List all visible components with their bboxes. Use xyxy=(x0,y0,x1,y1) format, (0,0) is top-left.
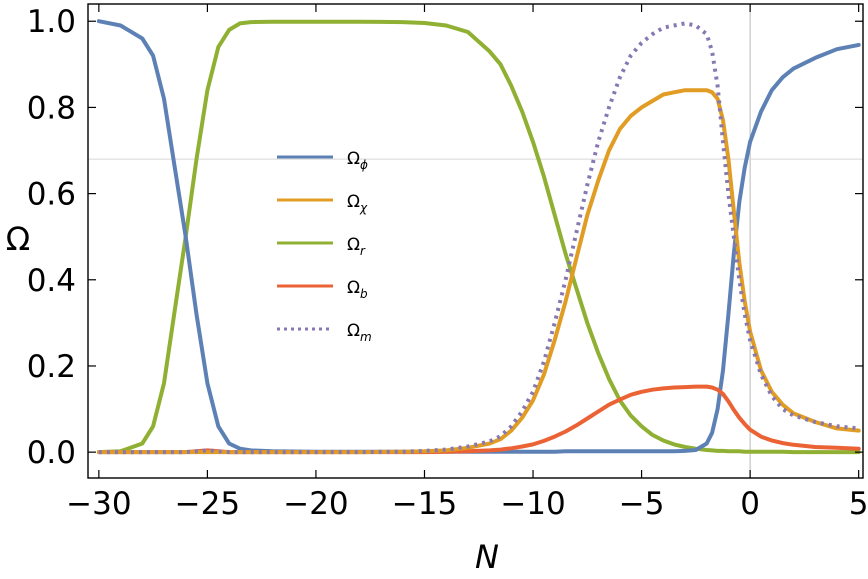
x-axis-title: N xyxy=(475,538,499,576)
legend-subscript: m xyxy=(360,330,372,344)
axis-tick-labels: −30 −25 −20 −15 −10 −5 0 5 0.0 0.2 0.4 0.6 0.8 1.0 xyxy=(27,4,868,522)
series-line-ϕ xyxy=(96,19,861,454)
y-tick-label: 0.6 xyxy=(27,177,76,213)
legend-subscript: ϕ xyxy=(360,158,368,172)
x-tick-label: −25 xyxy=(175,486,240,522)
series-line-b xyxy=(96,384,861,455)
legend: Ωϕ Ωχ Ωr Ωb Ωm xyxy=(277,149,372,344)
y-tick-label: 1.0 xyxy=(27,4,76,40)
reference-lines xyxy=(88,4,863,478)
legend-label-m: Ωm xyxy=(347,321,372,344)
series-line-r xyxy=(96,19,861,455)
series-layer xyxy=(96,19,861,455)
series-line-m xyxy=(98,21,859,455)
plot-frame xyxy=(87,3,864,479)
y-tick-label: 0.8 xyxy=(27,90,76,126)
legend-label-r: Ωr xyxy=(347,235,366,258)
y-tick-label: 0.0 xyxy=(27,435,76,471)
legend-subscript: χ xyxy=(359,201,368,215)
legend-subscript: r xyxy=(360,244,366,258)
y-axis-title: Ω xyxy=(6,220,30,258)
x-tick-label: −30 xyxy=(66,486,131,522)
legend-label-χ: Ωχ xyxy=(347,192,368,215)
x-tick-label: 0 xyxy=(740,486,760,522)
x-tick-label: −20 xyxy=(283,486,348,522)
x-tick-label: −15 xyxy=(392,486,457,522)
y-tick-label: 0.2 xyxy=(27,349,76,385)
legend-subscript: b xyxy=(360,287,368,301)
y-tick-label: 0.4 xyxy=(27,263,76,299)
legend-label-b: Ωb xyxy=(347,278,368,301)
x-tick-label: 5 xyxy=(849,486,868,522)
legend-label-ϕ: Ωϕ xyxy=(347,149,368,172)
axis-ticks xyxy=(88,4,863,478)
x-tick-label: −10 xyxy=(500,486,565,522)
x-tick-label: −5 xyxy=(619,486,665,522)
